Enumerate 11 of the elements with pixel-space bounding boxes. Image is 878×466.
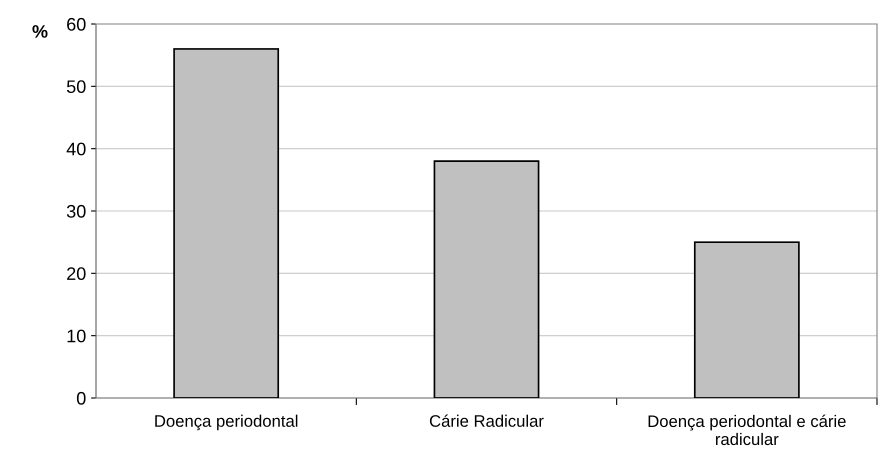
y-tick-label: 60 [67, 18, 86, 31]
y-tick-label: 50 [66, 80, 86, 94]
y-tick-label: 30 [66, 204, 86, 218]
y-tick-label: 10 [68, 330, 86, 342]
y-tick-label: 40 [66, 142, 86, 156]
x-tick-label: Doença periodontal [155, 414, 298, 430]
y-axis-title: % [32, 25, 48, 38]
x-tick-label: Doença periodontal e cárie radicular [648, 414, 846, 446]
y-tick-label: 0 [76, 392, 86, 405]
y-tick-label: 20 [67, 267, 86, 280]
x-tick-label: Cárie Radicular [430, 414, 544, 427]
